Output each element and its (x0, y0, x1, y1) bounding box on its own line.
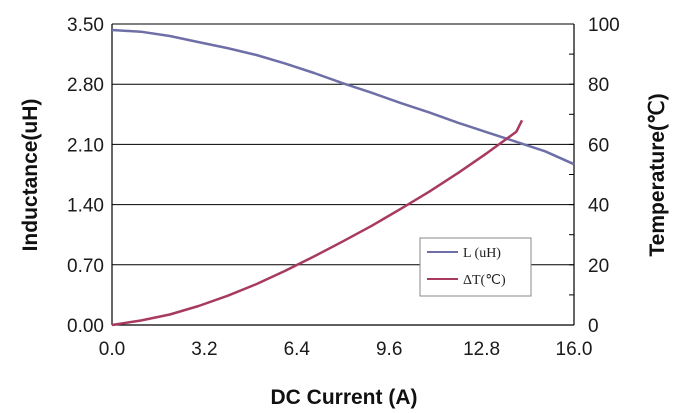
y2-tick-label-1: 20 (588, 256, 609, 277)
x-tick-label-0: 0.0 (99, 339, 125, 360)
y-tick-label-0: 0.00 (67, 316, 104, 337)
y-axis-title: Inductance(uH) (19, 99, 42, 252)
x-tick-label-1: 3.2 (191, 339, 217, 360)
x-tick-label-2: 6.4 (284, 339, 311, 360)
series-line-temperature (111, 119, 524, 327)
y-tick-label-1: 0.70 (67, 256, 104, 277)
legend-label-inductance: L (uH) (463, 246, 501, 261)
y2-tick-label-2: 40 (588, 196, 609, 217)
x-tick-label-3: 9.6 (376, 339, 402, 360)
y2-tick-label-4: 80 (588, 75, 609, 96)
y2-axis-title: Temperature(℃) (646, 93, 669, 256)
y-tick-label-5: 3.50 (67, 15, 104, 36)
y2-tick-label-3: 60 (588, 135, 609, 156)
series-line-inductance (111, 28, 575, 166)
x-tick-label-5: 16.0 (556, 339, 593, 360)
x-axis-title: DC Current (A) (271, 386, 418, 409)
y-tick-label-3: 2.10 (67, 135, 104, 156)
y2-tick-label-0: 0 (588, 316, 599, 337)
x-tick-label-4: 12.8 (463, 339, 500, 360)
legend-box (419, 237, 532, 297)
legend: L (uH) ΔT(℃) (419, 237, 532, 297)
y-tick-label-2: 1.40 (67, 196, 104, 217)
y2-tick-label-5: 100 (588, 15, 620, 36)
legend-label-temperature: ΔT(℃) (463, 273, 506, 288)
y-tick-label-4: 2.80 (67, 75, 104, 96)
